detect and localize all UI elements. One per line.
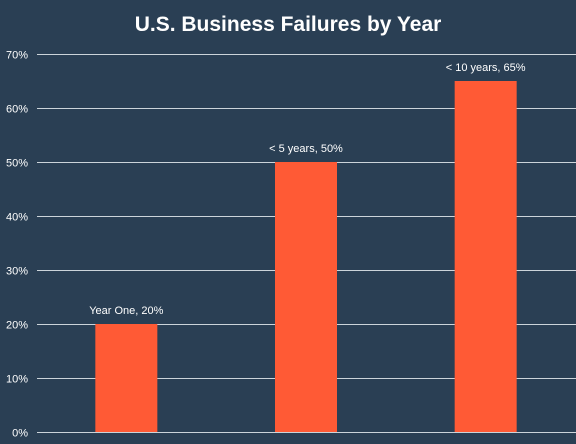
y-tick-label: 0% [12,428,28,440]
y-tick-label: 60% [6,104,28,116]
data-label: < 10 years, 65% [446,62,526,74]
y-tick-label: 10% [6,374,28,386]
data-label: < 5 years, 50% [269,143,343,155]
y-tick-label: 40% [6,212,28,224]
bar [275,162,337,432]
y-axis-tick-labels: 0% 10% 20% 30% 40% 50% 60% 70% [6,50,28,440]
data-label: Year One, 20% [89,305,163,317]
bars [95,81,517,432]
bar [95,324,158,432]
y-tick-label: 20% [6,320,28,332]
data-labels: Year One, 20% < 5 years, 50% < 10 years, 6… [89,62,526,317]
y-tick-label: 30% [6,266,28,278]
bar [454,81,517,432]
chart-title: U.S. Business Failures by Year [135,13,442,36]
y-tick-label: 70% [6,50,28,62]
y-tick-label: 50% [6,158,28,170]
